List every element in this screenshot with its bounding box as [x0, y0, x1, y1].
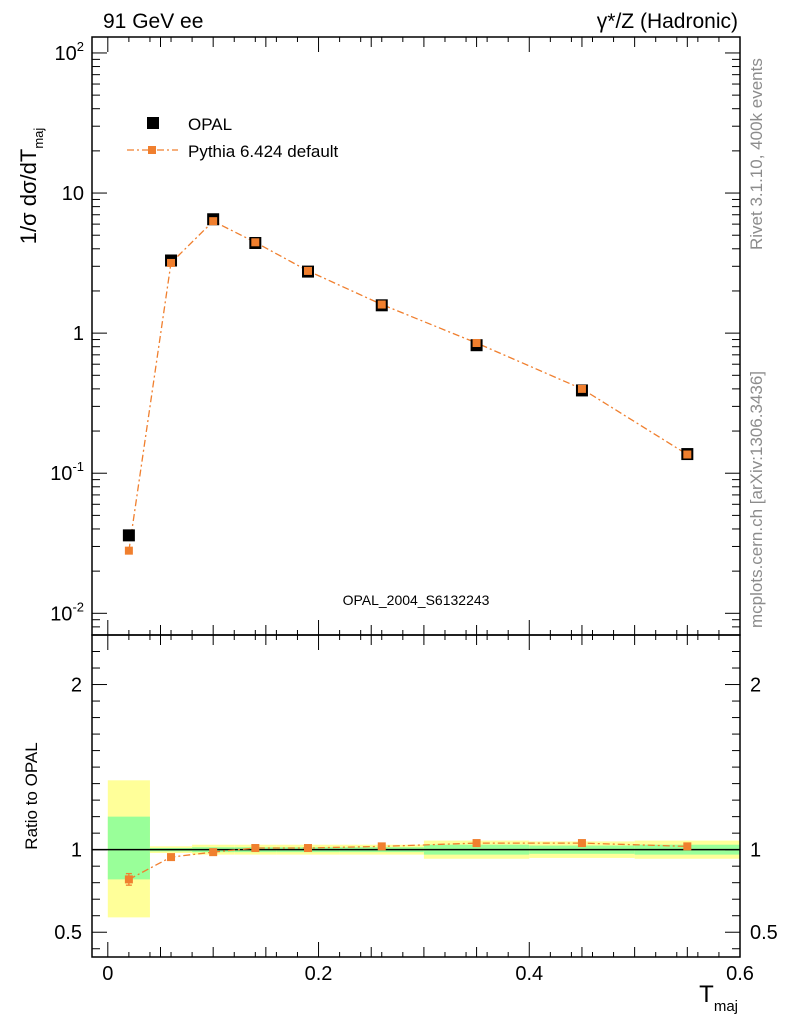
main-mc-point: [251, 238, 260, 247]
svg-text:1/σ dσ/dTmaj: 1/σ dσ/dTmaj: [16, 128, 46, 245]
ratio-mc-point: [124, 875, 133, 884]
main-opal-point: [122, 529, 135, 542]
main-y-tick-label-exp: 2: [77, 39, 84, 54]
ratio-x-tick-label: 0.2: [305, 963, 333, 985]
main-ylabel-sub: maj: [31, 128, 46, 149]
main-y-tick-label-base: 10: [50, 463, 72, 485]
main-y-tick-label-base: 10: [55, 43, 77, 65]
main-mc-point: [167, 258, 176, 267]
legend-opal-marker: [147, 117, 159, 129]
x-axis-title-sub: maj: [714, 998, 738, 1015]
main-y-tick-label-base: 1: [73, 323, 84, 345]
legend-opal-label: OPAL: [188, 115, 232, 134]
main-y-tick-label: 10-1: [50, 459, 84, 485]
main-mc-line: [128, 220, 688, 551]
main-y-tick-label: 10-2: [50, 599, 84, 625]
ratio-plot-frame: [91, 634, 741, 958]
main-data-marks: [122, 213, 694, 555]
ratio-y-tick-label-right: 0.5: [750, 922, 778, 944]
ratio-mc-point: [209, 848, 218, 857]
ratio-y-tick-label-right: 2: [750, 675, 761, 697]
ratio-y-tick-label: 1: [71, 840, 82, 862]
ratio-uncertainty-bands: [92, 780, 740, 918]
main-ylabel: 1/σ dσ/dT: [16, 149, 41, 245]
main-y-tick-label: 102: [55, 39, 84, 65]
side-label-mcplots: mcplots.cern.ch [arXiv:1306.3436]: [747, 371, 766, 628]
main-y-tick-label: 1: [73, 323, 84, 345]
legend-pythia-marker: [148, 146, 156, 154]
main-mc-point: [124, 546, 133, 555]
main-mc-point: [377, 300, 386, 309]
header-left-label: 91 GeV ee: [103, 10, 203, 33]
ratio-mc-point: [683, 842, 692, 851]
header-right-label: γ*/Z (Hadronic): [597, 10, 738, 33]
main-y-tick-label-exp: -2: [72, 599, 84, 614]
legend-pythia-label: Pythia 6.424 default: [188, 142, 339, 161]
ratio-mc-point: [251, 844, 260, 853]
ratio-x-tick-label: 0.6: [726, 963, 754, 985]
ratio-axis-ticks: 0 0.2 0.4 0.6 0.5 0.5 1 1 2 2: [54, 635, 778, 985]
ratio-x-tick-label: 0.4: [515, 963, 543, 985]
ratio-mc-point: [167, 853, 176, 862]
main-y-tick-label-exp: -1: [72, 459, 84, 474]
main-mc-point: [304, 266, 312, 275]
ratio-y-tick-label: 2: [71, 675, 82, 697]
main-y-tick-label: 10: [62, 183, 84, 205]
main-mc-point: [209, 217, 218, 226]
x-axis-title-main: T: [699, 981, 714, 1008]
ratio-mc-point: [377, 842, 386, 851]
main-y-tick-label-base: 10: [50, 603, 72, 625]
ratio-band-inner: [107, 816, 150, 880]
x-axis-title: Tmaj: [699, 981, 738, 1015]
main-mc-point: [683, 450, 692, 459]
ratio-y-tick-label: 0.5: [54, 922, 82, 944]
side-label-rivet: Rivet 3.1.10, 400k events: [747, 58, 766, 250]
ratio-y-tick-label-right: 1: [750, 840, 761, 862]
main-mc-point: [577, 384, 586, 393]
ratio-panel: 0 0.2 0.4 0.6 0.5 0.5 1 1 2 2 Ratio to OPAL Tmaj: [22, 634, 778, 1015]
main-y-axis-title: 1/σ dσ/dTmaj: [16, 128, 46, 245]
ratio-x-tick-label: 0: [102, 963, 113, 985]
legend: OPAL Pythia 6.424 default: [127, 115, 339, 161]
ratio-ylabel: Ratio to OPAL: [22, 742, 41, 849]
ratio-mc-point: [472, 839, 481, 848]
main-mc-point: [472, 339, 481, 348]
main-watermark: OPAL_2004_S6132243: [343, 592, 490, 608]
ratio-mc-point: [304, 844, 312, 853]
ratio-mc-point: [577, 839, 586, 848]
main-y-tick-label-base: 10: [62, 183, 84, 205]
ratio-data-marks: [124, 839, 692, 886]
